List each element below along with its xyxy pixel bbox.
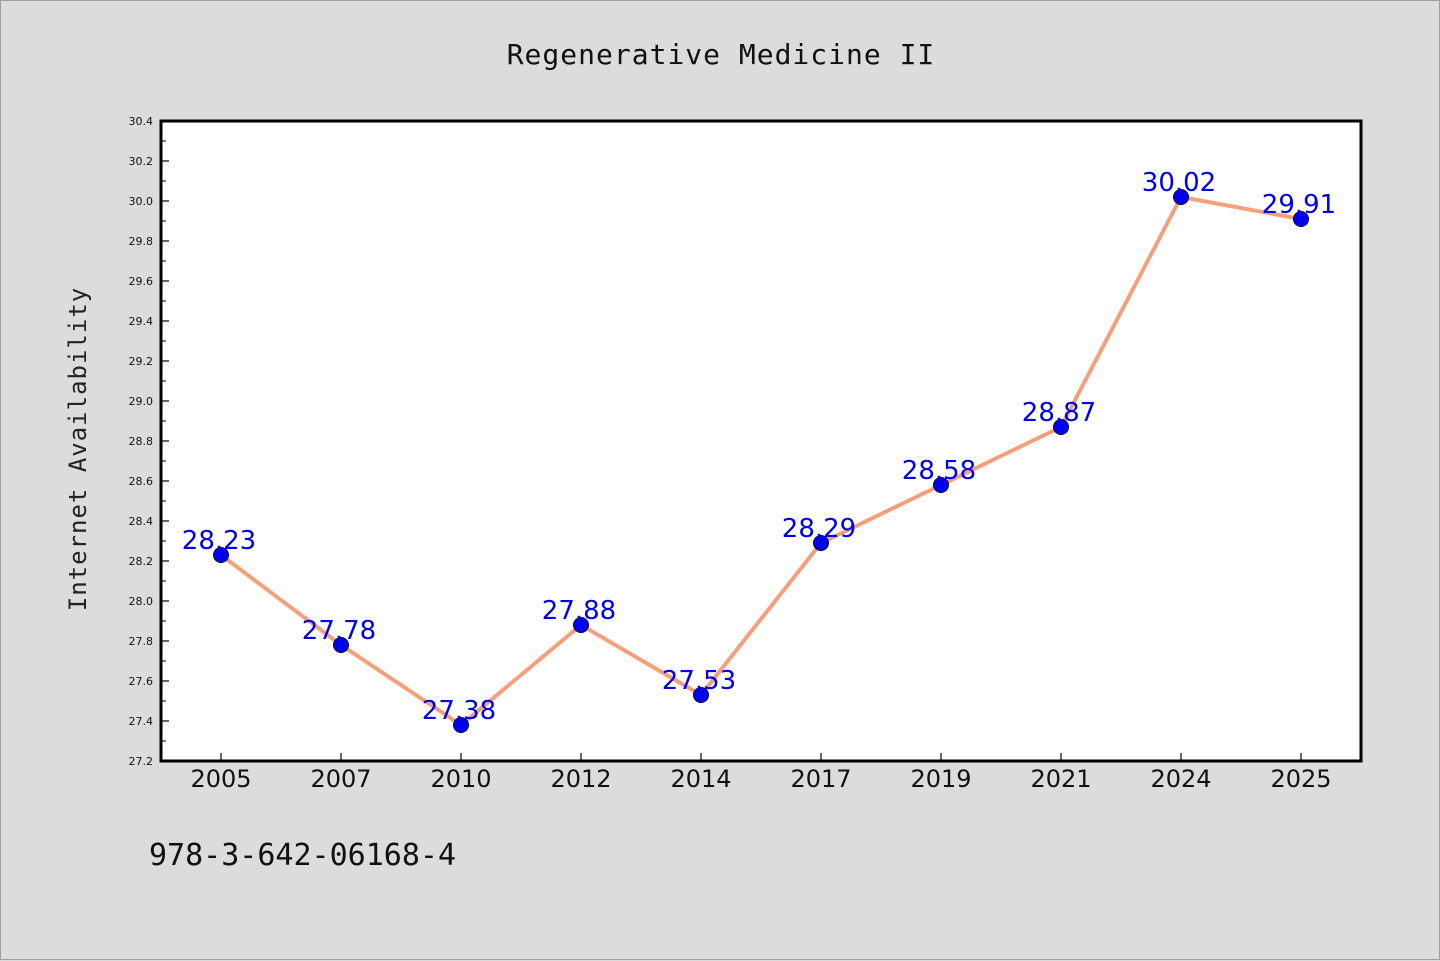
x-tick-label: 2012 <box>550 765 611 793</box>
x-axis: 2005 2007 2010 2012 2014 2017 2019 2021 2024 2025 <box>190 753 1332 793</box>
x-tick-label: 2019 <box>910 765 971 793</box>
data-point <box>1293 211 1309 227</box>
data-label: 27.53 <box>662 666 736 696</box>
data-label: 27.78 <box>302 616 376 646</box>
y-tick-label: 29.8 <box>129 235 154 248</box>
data-label: 27.88 <box>542 596 616 626</box>
series-line <box>219 195 1303 727</box>
y-tick-label: 28.6 <box>129 475 154 488</box>
data-labels: 28.23 27.78 27.38 27.88 27.53 28.29 28.58 28.87… <box>182 168 1336 726</box>
data-point <box>453 717 469 733</box>
data-point <box>1053 419 1069 435</box>
y-tick-label: 30.4 <box>129 115 154 128</box>
y-tick-label: 28.4 <box>129 515 154 528</box>
data-label: 28.29 <box>782 514 856 544</box>
y-tick-label: 29.2 <box>129 355 154 368</box>
y-tick-label: 27.4 <box>129 715 154 728</box>
data-label: 28.58 <box>902 456 976 486</box>
y-tick-label: 28.8 <box>129 435 154 448</box>
y-tick-label: 30.0 <box>129 195 154 208</box>
data-label: 27.38 <box>422 696 496 726</box>
data-label: 29.91 <box>1262 190 1336 220</box>
data-label: 28.23 <box>182 526 256 556</box>
x-tick-label: 2014 <box>670 765 731 793</box>
x-tick-label: 2007 <box>310 765 371 793</box>
y-tick-label: 28.2 <box>129 555 154 568</box>
x-tick-label: 2005 <box>190 765 251 793</box>
data-label: 28.87 <box>1022 398 1096 428</box>
y-tick-label: 30.2 <box>129 155 154 168</box>
data-point <box>813 535 829 551</box>
isbn-footnote: 978-3-642-06168-4 <box>149 838 456 873</box>
y-axis-label: Internet Availability <box>64 287 92 611</box>
x-tick-label: 2021 <box>1030 765 1091 793</box>
data-point <box>573 617 589 633</box>
x-tick-label: 2010 <box>430 765 491 793</box>
y-tick-label: 29.0 <box>129 395 154 408</box>
data-point <box>213 547 229 563</box>
data-point <box>693 687 709 703</box>
x-tick-label: 2024 <box>1150 765 1211 793</box>
y-tick-label: 27.6 <box>129 675 154 688</box>
data-series <box>213 189 1309 733</box>
data-label: 30.02 <box>1142 168 1216 198</box>
y-tick-label: 27.8 <box>129 635 154 648</box>
plot-area <box>159 119 1363 763</box>
data-point <box>333 637 349 653</box>
y-tick-label: 27.2 <box>129 755 154 768</box>
data-point <box>933 477 949 493</box>
y-tick-label: 29.6 <box>129 275 154 288</box>
y-axis: 27.2 27.4 27.6 27.8 28.0 28.2 28.4 28.6 28.8 29.0… <box>129 115 169 768</box>
y-tick-label: 29.4 <box>129 315 154 328</box>
x-tick-label: 2025 <box>1270 765 1331 793</box>
x-tick-label: 2017 <box>790 765 851 793</box>
data-point <box>1173 189 1189 205</box>
chart-title: Regenerative Medicine II <box>507 38 936 71</box>
y-tick-label: 28.0 <box>129 595 154 608</box>
